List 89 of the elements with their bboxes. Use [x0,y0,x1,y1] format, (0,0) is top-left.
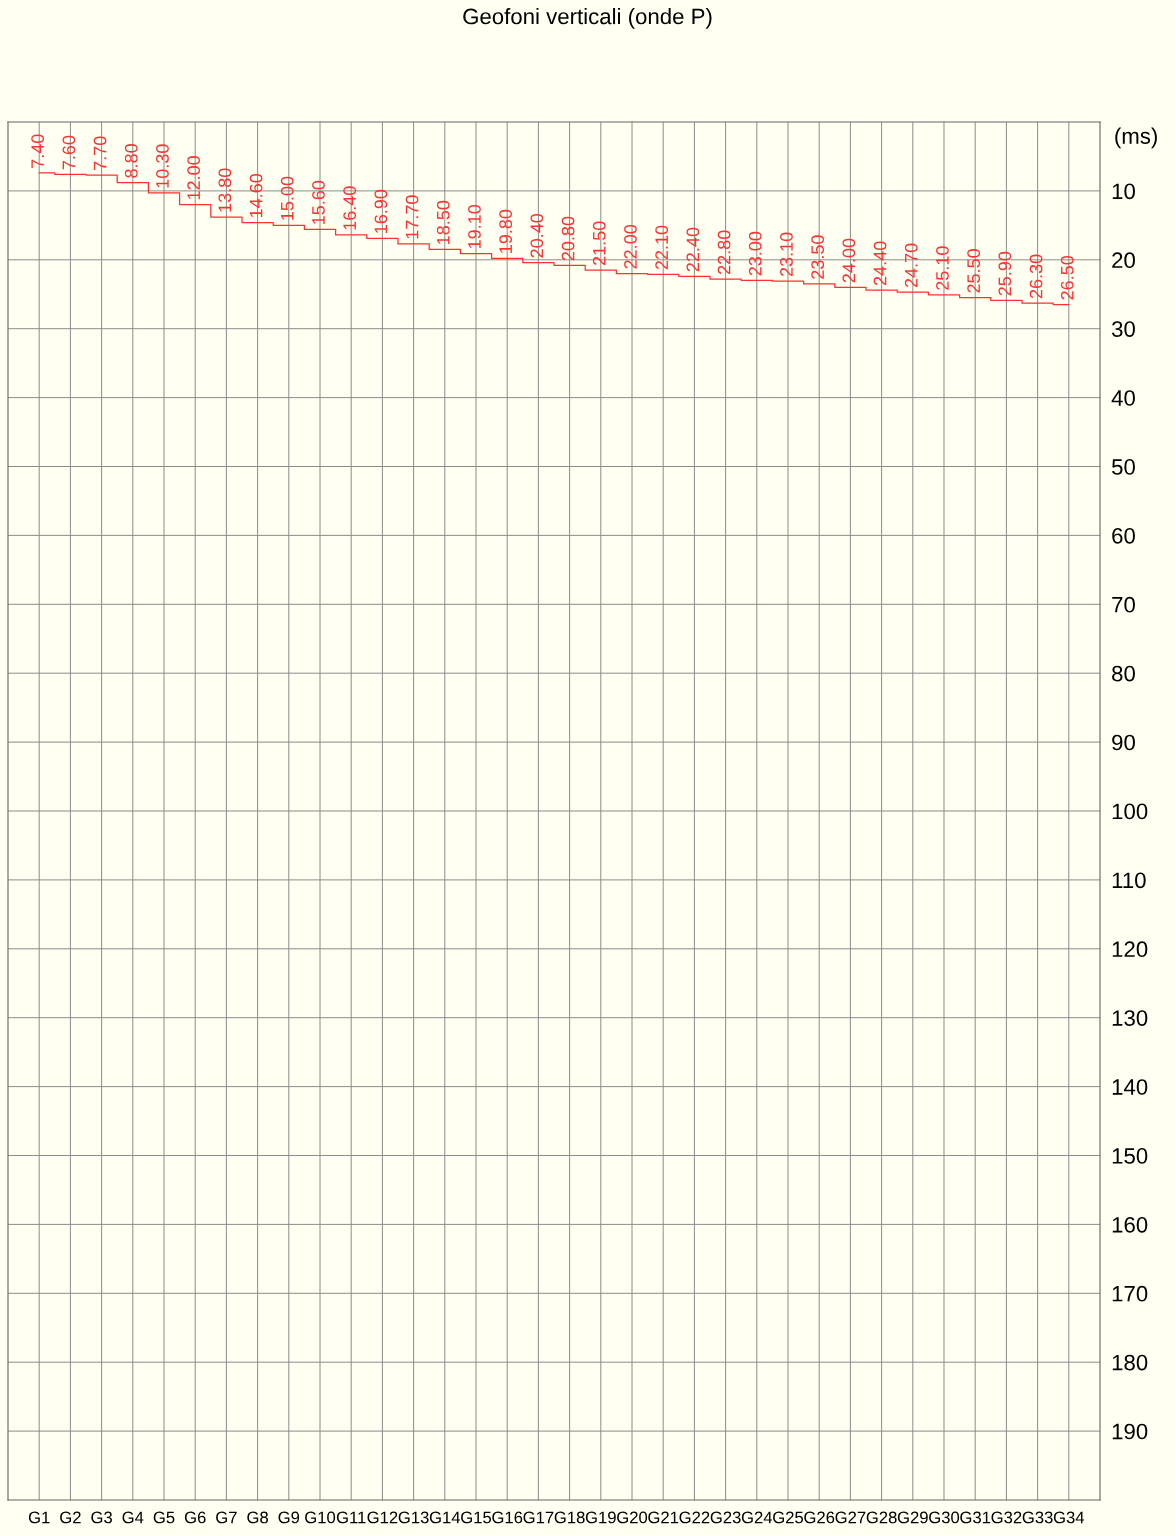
x-tick-label: G14 [429,1511,461,1524]
x-tick-label: G28 [866,1511,897,1524]
y-tick-label: 110 [1112,872,1146,889]
y-tick-label: 160 [1112,1216,1148,1233]
data-label: 19.80 [499,209,513,253]
data-label: 22.00 [624,224,637,269]
x-tick-label: G16 [492,1511,523,1524]
data-label: 20.40 [530,213,544,258]
x-tick-label: G11 [336,1511,366,1524]
x-tick-label: G29 [897,1511,928,1524]
x-tick-label: G5 [153,1511,175,1524]
x-tick-label: G12 [367,1511,398,1524]
data-label: 20.80 [561,216,575,261]
x-tick-label: G2 [60,1511,81,1524]
y-tick-label: 180 [1112,1354,1148,1371]
data-label: 7.60 [62,135,76,170]
x-tick-label: G33 [1022,1511,1053,1524]
data-label: 7.70 [93,136,107,170]
data-label: 23.00 [748,231,762,276]
data-label: 8.80 [124,144,138,178]
x-tick-label: G23 [710,1511,741,1524]
y-tick-label: 150 [1112,1148,1148,1164]
y-tick-label: 70 [1112,596,1135,613]
y-tick-label: 170 [1112,1285,1148,1302]
data-label: 15.60 [312,180,325,224]
y-tick-label: 50 [1112,459,1135,475]
data-label: 19.10 [468,204,481,249]
y-tick-label: 90 [1112,734,1135,751]
data-label: 14.60 [249,173,263,218]
x-tick-label: G25 [773,1511,804,1524]
data-label: 22.40 [686,227,700,272]
y-tick-label: 190 [1112,1423,1148,1440]
x-tick-label: G34 [1053,1511,1085,1524]
y-tick-label: 140 [1112,1079,1148,1095]
y-tick-label: 60 [1112,527,1135,544]
x-tick-label: G21 [648,1511,679,1524]
y-tick-label: 80 [1112,665,1135,682]
x-tick-label: G24 [741,1511,773,1524]
data-label: 22.10 [655,225,669,270]
x-tick-label: G32 [991,1511,1022,1524]
data-label: 16.40 [343,186,357,230]
x-tick-label: G1 [28,1511,50,1524]
data-label: 17.70 [405,195,419,239]
x-tick-label: G15 [461,1511,492,1524]
data-label: 26.50 [1060,255,1074,300]
data-label: 15.00 [280,176,294,220]
data-label: 25.50 [967,249,981,293]
y-tick-label: 40 [1111,390,1135,406]
y-tick-label: 10 [1112,183,1135,200]
y-tick-label: 100 [1112,803,1148,820]
x-tick-label: G4 [122,1511,144,1524]
data-label: 25.90 [998,251,1012,296]
x-tick-label: G10 [305,1511,336,1524]
x-tick-label: G30 [929,1511,960,1524]
data-label: 13.80 [218,168,232,212]
y-tick-label: 30 [1111,321,1135,337]
x-tick-label: G8 [247,1511,268,1524]
data-label: 16.90 [374,189,388,233]
y-tick-label: 120 [1112,941,1148,958]
x-tick-label: G6 [184,1511,206,1524]
x-tick-label: G22 [679,1511,710,1524]
data-label: 7.40 [31,134,45,168]
x-tick-label: G31 [960,1511,991,1524]
x-tick-label: G3 [91,1511,112,1524]
y-tick-label: 20 [1112,252,1135,269]
y-axis-title: (ms) [1115,127,1157,149]
data-label: 24.70 [904,243,918,288]
data-label: 26.30 [1029,254,1043,299]
data-label: 25.10 [936,246,949,290]
x-tick-label: G26 [804,1511,835,1524]
x-tick-label: G19 [585,1511,616,1524]
data-label: 10.30 [156,144,169,188]
data-label: 22.80 [717,230,731,275]
x-tick-label: G9 [278,1511,300,1524]
x-tick-label: G18 [554,1511,585,1524]
x-tick-label: G27 [835,1511,866,1524]
x-tick-label: G17 [523,1511,554,1524]
y-tick-label: 130 [1112,1010,1148,1026]
x-tick-label: G13 [398,1511,429,1524]
data-label: 12.00 [187,156,201,200]
x-tick-label: G20 [617,1511,648,1524]
chart-title: Geofoni verticali (onde P) [463,8,712,29]
data-label: 21.50 [592,221,606,266]
data-label: 24.40 [873,241,887,286]
data-label: 23.10 [780,232,793,277]
data-label: 18.50 [436,200,450,244]
data-label: 23.50 [811,235,825,279]
x-tick-label: G7 [216,1511,237,1524]
data-label: 24.00 [842,238,856,283]
